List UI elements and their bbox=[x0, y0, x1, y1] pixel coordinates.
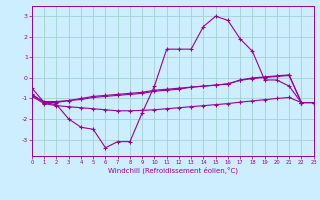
X-axis label: Windchill (Refroidissement éolien,°C): Windchill (Refroidissement éolien,°C) bbox=[108, 167, 238, 174]
